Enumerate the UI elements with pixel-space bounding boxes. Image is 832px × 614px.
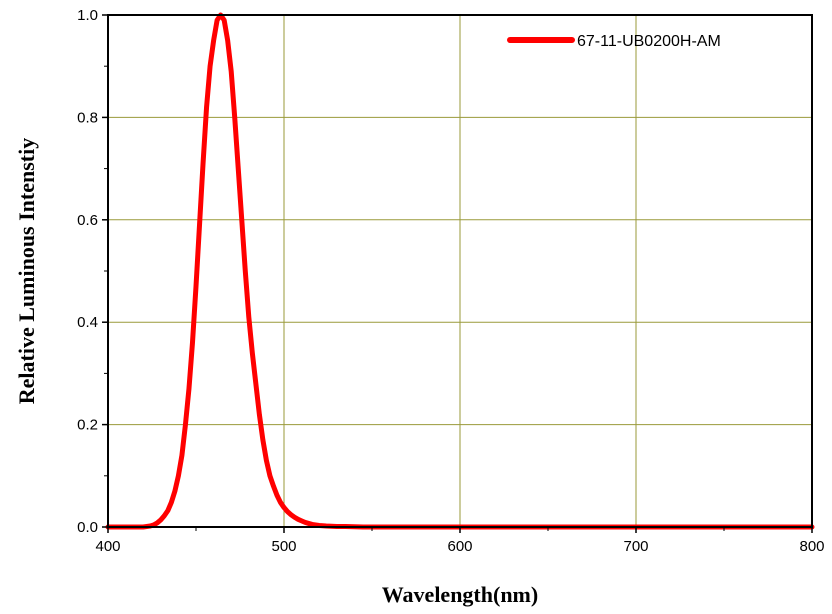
series-line-0	[105, 12, 815, 530]
x-tick-label: 400	[95, 538, 120, 555]
y-tick-label: 0.8	[77, 109, 98, 126]
x-tick-label: 500	[271, 538, 296, 555]
x-tick-label: 800	[799, 538, 824, 555]
grid-lines	[108, 15, 812, 527]
y-axis-title: Relative Luminous Intenstiy	[14, 138, 39, 404]
x-axis-title: Wavelength(nm)	[382, 582, 538, 607]
y-tick-label: 0.4	[77, 314, 98, 331]
y-tick-label: 0.0	[77, 519, 98, 536]
tick-labels: 400 500 600 700 800 0.0 0.2 0.4 0.6 0.8 1.0	[77, 7, 824, 555]
x-tick-label: 600	[447, 538, 472, 555]
y-tick-label: 0.6	[77, 212, 98, 229]
series-lines	[105, 12, 815, 530]
x-tick-label: 700	[623, 538, 648, 555]
tick-marks	[102, 14, 813, 533]
y-tick-label: 0.2	[77, 417, 98, 434]
legend-label: 67-11-UB0200H-AM	[577, 33, 721, 50]
y-tick-label: 1.0	[77, 7, 98, 24]
legend: 67-11-UB0200H-AM	[507, 33, 721, 50]
